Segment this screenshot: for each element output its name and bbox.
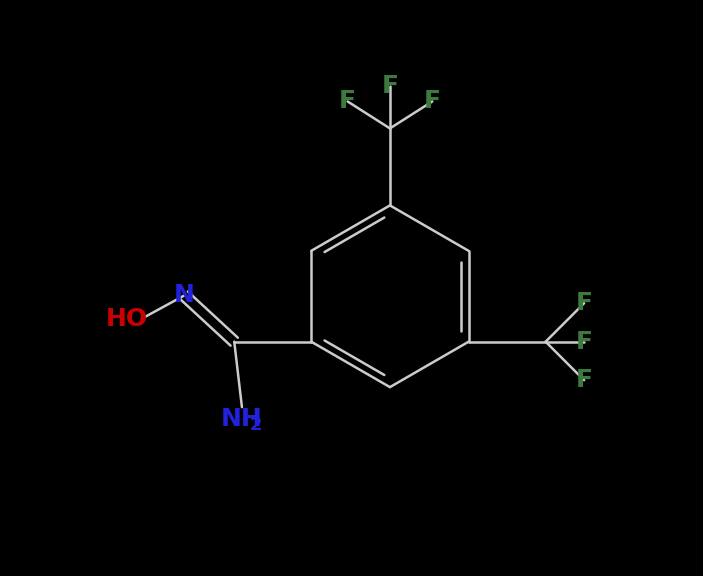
Text: NH: NH <box>221 407 263 431</box>
Text: N: N <box>174 283 195 308</box>
Text: F: F <box>576 368 593 392</box>
Text: F: F <box>382 74 399 98</box>
Text: F: F <box>576 291 593 315</box>
Text: F: F <box>576 329 593 354</box>
Text: F: F <box>424 89 441 113</box>
Text: 2: 2 <box>250 416 262 434</box>
Text: HO: HO <box>105 306 148 331</box>
Text: F: F <box>339 89 356 113</box>
